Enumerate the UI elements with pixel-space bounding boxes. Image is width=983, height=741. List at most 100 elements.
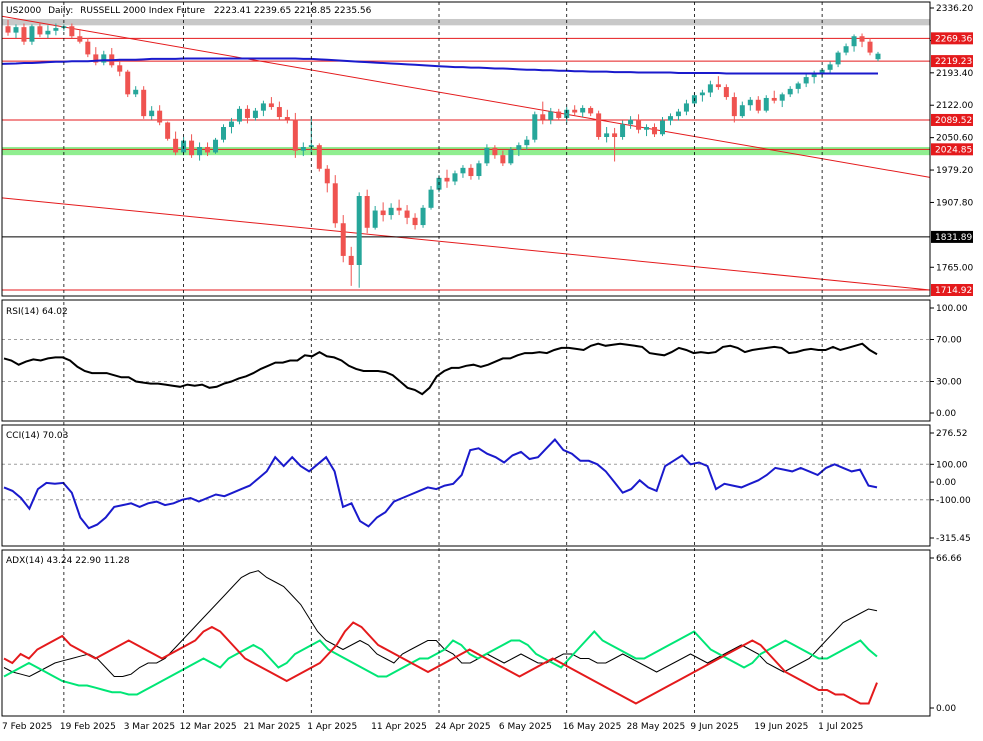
candle[interactable] <box>396 199 402 216</box>
candle[interactable] <box>53 23 59 36</box>
candle[interactable] <box>755 96 761 114</box>
candle[interactable] <box>460 165 466 178</box>
candle[interactable] <box>133 86 139 98</box>
candle[interactable] <box>276 101 282 120</box>
candle[interactable] <box>659 117 665 137</box>
candle[interactable] <box>268 97 274 110</box>
adx-panel[interactable]: 66.66 0.00 <box>1 549 962 717</box>
candle[interactable] <box>300 142 306 157</box>
candle[interactable] <box>372 205 378 230</box>
candle[interactable] <box>779 92 785 108</box>
candle[interactable] <box>731 92 737 123</box>
candle[interactable] <box>787 86 793 98</box>
candle[interactable] <box>715 76 721 90</box>
candle[interactable] <box>771 90 777 104</box>
candle[interactable] <box>707 80 713 98</box>
rsi-panel[interactable]: 100.00 70.00 30.00 0.00 <box>1 299 968 422</box>
candle[interactable] <box>21 23 27 45</box>
candle[interactable] <box>157 105 163 126</box>
candle[interactable] <box>380 202 386 222</box>
candle[interactable] <box>332 175 338 228</box>
candle[interactable] <box>604 127 610 143</box>
candle[interactable] <box>644 124 650 137</box>
candle[interactable] <box>117 59 123 77</box>
candle[interactable] <box>516 142 522 157</box>
candle[interactable] <box>412 213 418 230</box>
candle[interactable] <box>636 114 642 134</box>
candle[interactable] <box>683 99 689 116</box>
candle[interactable] <box>93 47 99 66</box>
candle[interactable] <box>356 192 362 288</box>
candle[interactable] <box>859 33 865 48</box>
candle[interactable] <box>620 120 626 140</box>
candle[interactable] <box>628 116 634 129</box>
candle[interactable] <box>564 107 570 123</box>
candle[interactable] <box>228 117 234 134</box>
candle[interactable] <box>739 101 745 118</box>
candle[interactable] <box>260 100 266 117</box>
candle[interactable] <box>340 215 346 263</box>
candle[interactable] <box>747 97 753 111</box>
candle[interactable] <box>244 105 250 124</box>
candle[interactable] <box>364 189 370 234</box>
candle[interactable] <box>420 205 426 228</box>
candle[interactable] <box>548 107 554 125</box>
candle[interactable] <box>109 48 115 68</box>
candle[interactable] <box>556 108 562 121</box>
candle[interactable] <box>316 143 322 172</box>
candle[interactable] <box>572 105 578 116</box>
candle[interactable] <box>292 112 298 158</box>
candle[interactable] <box>252 107 258 121</box>
candle[interactable] <box>468 164 474 180</box>
candle[interactable] <box>189 134 195 158</box>
candle[interactable] <box>29 24 35 45</box>
candle[interactable] <box>795 81 801 94</box>
candle[interactable] <box>612 127 618 162</box>
candle[interactable] <box>675 108 681 121</box>
candle[interactable] <box>348 246 354 286</box>
candle[interactable] <box>284 109 290 124</box>
candle[interactable] <box>197 142 203 161</box>
candle[interactable] <box>173 131 179 156</box>
candle[interactable] <box>540 101 546 125</box>
price-panel[interactable]: 2336.202264.402193.402122.002050.601979.… <box>1 1 973 297</box>
candle[interactable] <box>843 43 849 56</box>
candle[interactable] <box>236 106 242 125</box>
candle[interactable] <box>324 165 330 193</box>
candle[interactable] <box>37 22 43 38</box>
cci-panel[interactable]: 276.52 100.00 0.00 -100.00 -315.45 <box>1 424 971 547</box>
candle[interactable] <box>388 203 394 220</box>
candle[interactable] <box>484 144 490 167</box>
candle[interactable] <box>763 95 769 113</box>
candle[interactable] <box>404 205 410 225</box>
candle[interactable] <box>532 111 538 143</box>
candle[interactable] <box>85 38 91 58</box>
candle[interactable] <box>5 19 11 36</box>
candle[interactable] <box>667 113 673 126</box>
candle[interactable] <box>524 136 530 150</box>
candle[interactable] <box>588 106 594 117</box>
candle[interactable] <box>13 24 19 39</box>
candle[interactable] <box>723 84 729 100</box>
candle[interactable] <box>596 110 602 140</box>
candle[interactable] <box>77 28 83 44</box>
candle[interactable] <box>699 89 705 102</box>
candle[interactable] <box>835 50 841 68</box>
candle[interactable] <box>45 25 51 39</box>
candle[interactable] <box>221 124 227 143</box>
candle[interactable] <box>508 146 514 166</box>
candle[interactable] <box>827 61 833 75</box>
candle[interactable] <box>803 74 809 88</box>
candle[interactable] <box>428 186 434 210</box>
candle[interactable] <box>165 121 171 141</box>
candle[interactable] <box>500 150 506 167</box>
candle[interactable] <box>851 34 857 52</box>
candle[interactable] <box>149 106 155 120</box>
candle[interactable] <box>580 105 586 118</box>
candle[interactable] <box>101 50 107 66</box>
candle[interactable] <box>205 142 211 157</box>
candle[interactable] <box>125 69 131 98</box>
candle[interactable] <box>141 86 147 119</box>
candle[interactable] <box>213 137 219 154</box>
candle[interactable] <box>476 160 482 180</box>
